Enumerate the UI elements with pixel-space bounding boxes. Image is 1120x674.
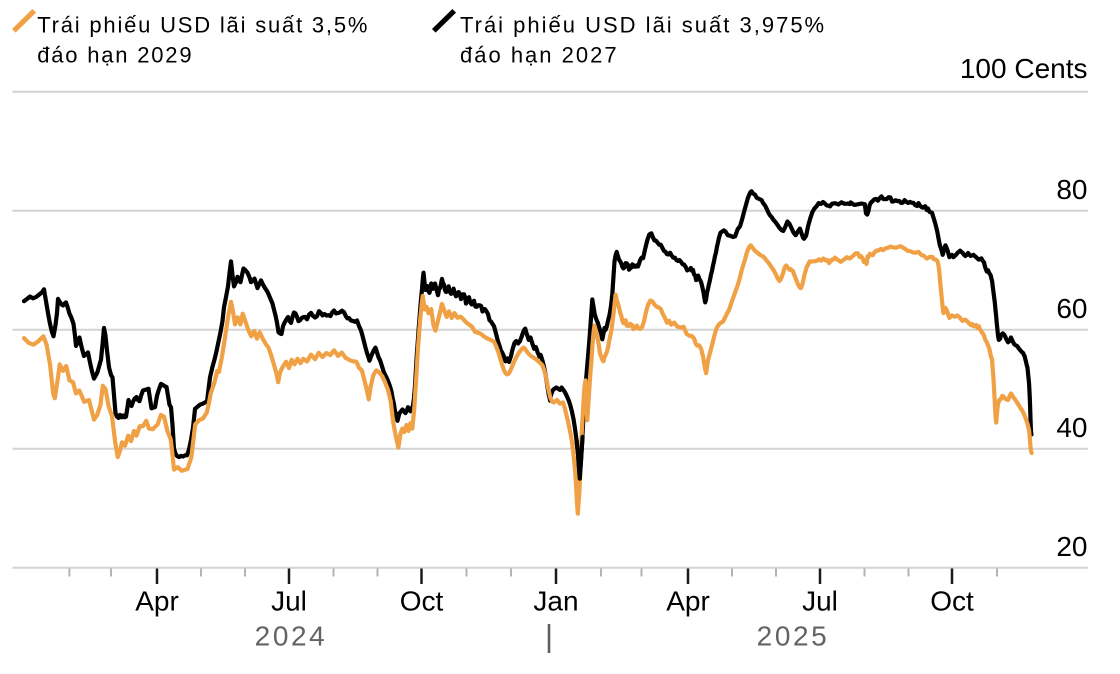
svg-text:đáo hạn 2029: đáo hạn 2029 <box>37 42 193 67</box>
svg-text:40: 40 <box>1056 412 1087 443</box>
svg-text:Trái phiếu USD lãi suất 3,5%: Trái phiếu USD lãi suất 3,5% <box>37 13 369 38</box>
svg-text:Jan: Jan <box>533 586 578 617</box>
svg-text:Apr: Apr <box>666 586 710 617</box>
svg-text:Trái phiếu USD lãi suất 3,975%: Trái phiếu USD lãi suất 3,975% <box>460 13 826 38</box>
svg-text:đáo hạn 2027: đáo hạn 2027 <box>460 42 619 67</box>
svg-text:Apr: Apr <box>135 586 179 617</box>
svg-text:Oct: Oct <box>930 586 974 617</box>
svg-text:60: 60 <box>1056 293 1087 324</box>
svg-text:100 Cents: 100 Cents <box>960 53 1088 84</box>
svg-text:20: 20 <box>1056 531 1087 562</box>
svg-text:2025: 2025 <box>757 621 830 652</box>
svg-text:2024: 2024 <box>255 621 328 652</box>
svg-text:Jul: Jul <box>271 586 307 617</box>
svg-text:Jul: Jul <box>802 586 838 617</box>
svg-text:80: 80 <box>1056 174 1087 205</box>
svg-text:Oct: Oct <box>400 586 444 617</box>
